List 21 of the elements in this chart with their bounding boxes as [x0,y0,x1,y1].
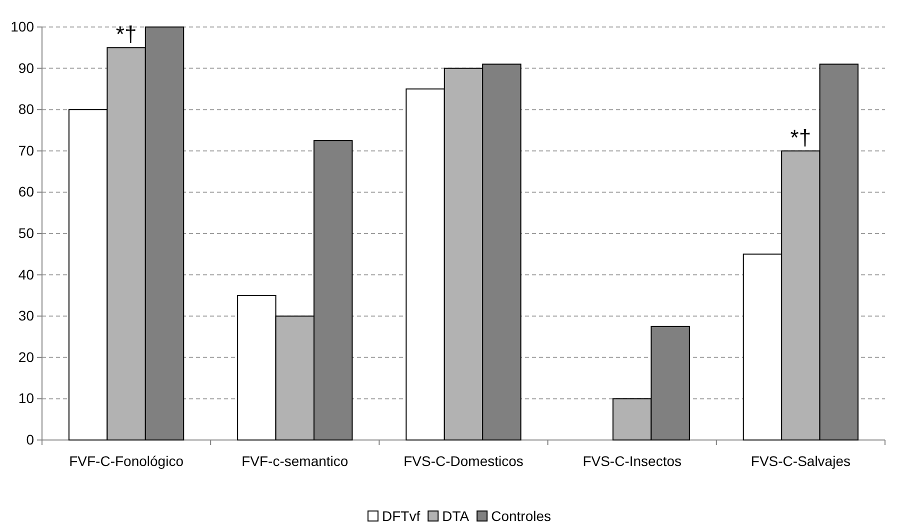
x-tick-label: FVS-C-Salvajes [750,452,850,469]
y-tick-label: 0 [26,431,34,448]
legend-label: Controles [491,508,551,524]
x-tick-label: FVS-C-Insectos [582,452,682,469]
y-tick-label: 80 [18,101,34,118]
y-tick-label: 20 [18,348,34,365]
legend-label: DFTvf [382,508,420,524]
y-tick-label: 60 [18,184,34,200]
y-tick-label: 10 [18,390,34,406]
y-tick-label: 30 [18,308,34,324]
y-tick-label: 50 [18,224,34,241]
x-tick-label: FVF-c-semantico [242,452,348,469]
legend-label: DTA [442,508,470,524]
y-tick-label: 40 [18,266,34,282]
y-tick-label: 100 [10,18,34,34]
annotation: *† [116,22,137,47]
annotation: *† [790,124,812,150]
y-tick-label: 70 [18,142,34,158]
y-tick-label: 90 [18,60,34,76]
x-tick-label: FVS-C-Domesticos [404,452,524,469]
x-tick-label: FVF-C-Fonológico [69,452,184,469]
